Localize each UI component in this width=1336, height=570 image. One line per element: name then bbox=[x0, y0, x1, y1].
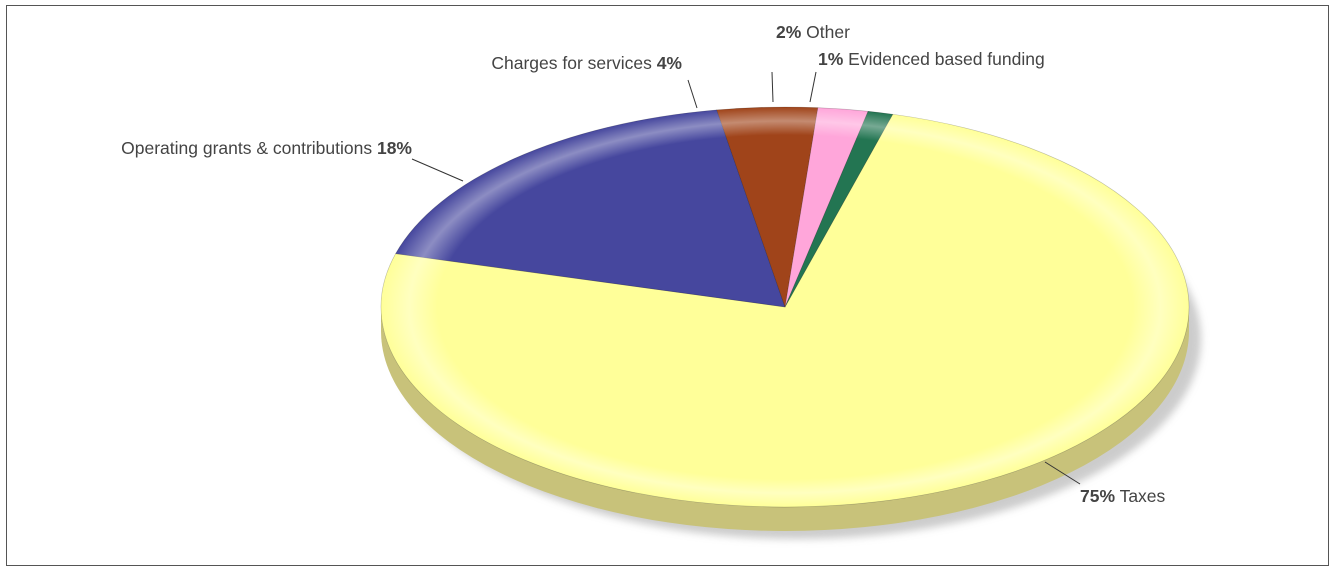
slice-percent: 75% bbox=[1080, 486, 1115, 506]
data-label-evidenced-based-funding: 1% Evidenced based funding bbox=[818, 49, 1045, 69]
data-label-operating-grants-and-contributions: Operating grants & contributions 18% bbox=[121, 138, 412, 158]
slice-tops bbox=[380, 106, 1190, 508]
slice-labels: 75% Taxes Operating grants & contribution… bbox=[121, 22, 1165, 506]
slice-label: Taxes bbox=[1115, 486, 1166, 506]
leader-line-other bbox=[771, 71, 774, 103]
data-label-other: 2% Other bbox=[776, 22, 850, 42]
slice-percent: 1% bbox=[818, 49, 844, 69]
slice-label: Other bbox=[801, 22, 850, 42]
leader-line-evidenced-based-funding bbox=[809, 71, 817, 103]
data-label-charges-for-services: Charges for services 4% bbox=[491, 53, 682, 73]
leader-line-taxes bbox=[1044, 461, 1081, 485]
slice-percent: 4% bbox=[657, 53, 683, 73]
slice-percent: 2% bbox=[776, 22, 802, 42]
data-label-taxes: 75% Taxes bbox=[1080, 486, 1166, 506]
slice-percent: 18% bbox=[377, 138, 412, 158]
leader-line-operating-grants-and-contributions bbox=[411, 158, 464, 182]
leader-line-charges-for-services bbox=[687, 79, 698, 109]
slice-label: Operating grants & contributions bbox=[121, 138, 377, 158]
slice-label: Charges for services bbox=[491, 53, 656, 73]
slice-label: Evidenced based funding bbox=[843, 49, 1044, 69]
